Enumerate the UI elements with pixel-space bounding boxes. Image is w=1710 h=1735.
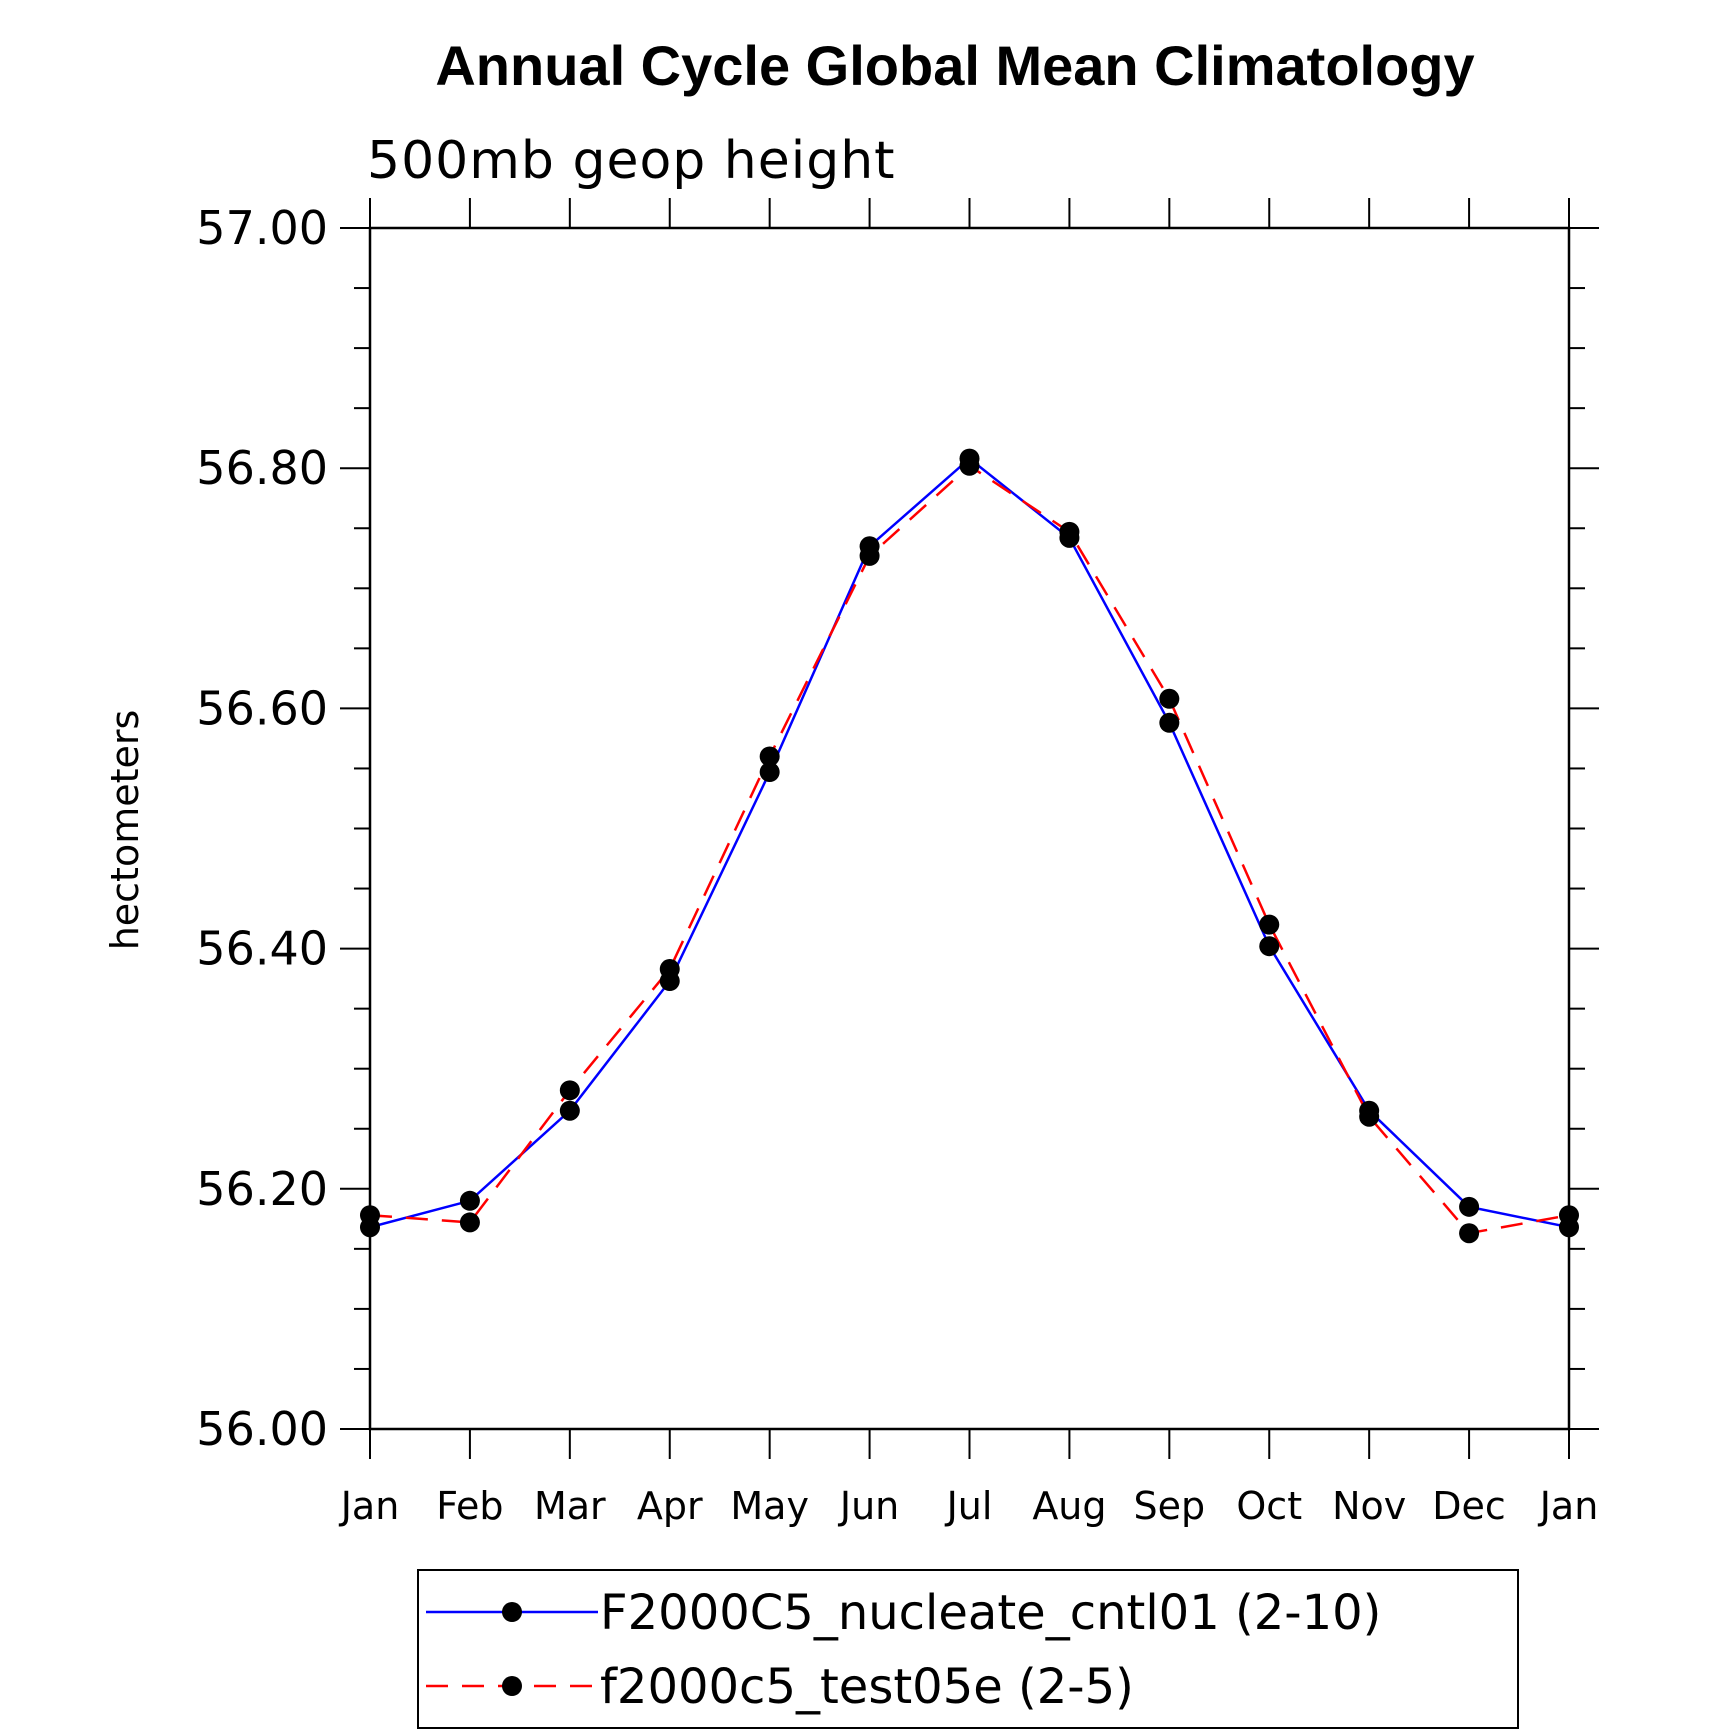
legend-marker-cntl01 — [502, 1602, 522, 1622]
series-1-point — [659, 959, 680, 980]
x-tick-label: Feb — [436, 1484, 503, 1528]
plot-series — [360, 448, 1579, 1244]
y-axis-label: hectometers — [103, 710, 147, 951]
plot-frame — [368, 226, 1571, 1431]
x-tick-label: Oct — [1236, 1484, 1302, 1528]
series-1-point — [759, 746, 780, 767]
series-line-0 — [369, 456, 1570, 1229]
x-tick-label: May — [730, 1484, 809, 1528]
legend-label-cntl01: F2000C5_nucleate_cntl01 (2-10) — [600, 1585, 1381, 1641]
y-tick-label: 56.80 — [196, 441, 328, 495]
series-1-point — [1159, 688, 1180, 709]
x-tick-label: Jun — [838, 1484, 899, 1528]
x-tick-label: Jul — [945, 1484, 993, 1528]
series-1-point — [1459, 1223, 1480, 1244]
series-1-point — [1059, 521, 1080, 542]
y-tick-label: 57.00 — [196, 201, 328, 255]
y-tick-label: 56.00 — [196, 1402, 328, 1456]
y-tick-label: 56.20 — [196, 1162, 328, 1216]
series-0-point — [1259, 936, 1280, 957]
series-1-point — [959, 455, 980, 476]
series-0-point — [559, 1100, 580, 1121]
chart-subtitle: 500mb geop height — [367, 131, 896, 191]
x-tick-label: Dec — [1432, 1484, 1506, 1528]
axes: 56.00 56.20 56.40 56.60 56.80 57.00 Jan Feb Mar A… — [196, 198, 1599, 1528]
x-tick-label: Jan — [339, 1484, 400, 1528]
x-tick-label: Aug — [1032, 1484, 1106, 1528]
series-0-point — [759, 762, 780, 783]
x-tick-label: Nov — [1332, 1484, 1406, 1528]
y-tick-label: 56.40 — [196, 922, 328, 976]
chart-title: Annual Cycle Global Mean Climatology — [435, 34, 1474, 97]
x-tick-label: Apr — [637, 1484, 703, 1528]
series-0-point — [459, 1190, 480, 1211]
series-0-point — [1459, 1196, 1480, 1217]
series-1-point — [360, 1205, 380, 1226]
x-tick-label: Sep — [1134, 1484, 1206, 1528]
y-tick-label: 56.60 — [196, 681, 328, 735]
x-tick-label: Mar — [534, 1484, 606, 1528]
series-line-1 — [369, 464, 1570, 1235]
series-1-point — [1259, 914, 1280, 935]
legend-marker-test05e — [502, 1676, 522, 1696]
series-1-point — [1359, 1106, 1380, 1127]
series-1-point — [559, 1080, 580, 1101]
series-1-point — [859, 545, 880, 566]
series-0-point — [1159, 712, 1180, 733]
legend: F2000C5_nucleate_cntl01 (2-10) f2000c5_t… — [417, 1569, 1519, 1729]
legend-box — [417, 1569, 1519, 1729]
legend-label-test05e: f2000c5_test05e (2-5) — [600, 1659, 1134, 1715]
x-tick-label: Jan — [1538, 1484, 1599, 1528]
series-1-point — [1559, 1205, 1579, 1226]
series-1-point — [459, 1212, 480, 1233]
